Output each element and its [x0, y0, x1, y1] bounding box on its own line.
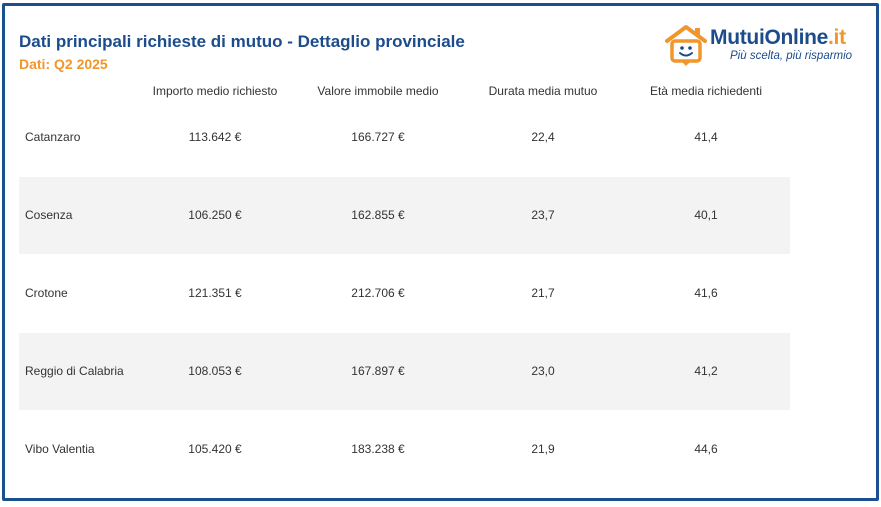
table-row: Vibo Valentia 105.420 € 183.238 € 21,9 4…: [19, 411, 790, 488]
province-name: Cosenza: [25, 208, 73, 222]
column-header-eta: Età media richiedenti: [649, 84, 763, 98]
house-monitor-logo-icon: [665, 25, 707, 66]
valore-value: 183.238 €: [351, 442, 405, 456]
province-name: Vibo Valentia: [25, 442, 95, 456]
brand-tagline: Più scelta, più risparmio: [730, 50, 853, 62]
province-name: Crotone: [25, 286, 68, 300]
durata-value: 23,0: [531, 364, 555, 378]
durata-value: 22,4: [531, 130, 555, 144]
durata-value: 21,9: [531, 442, 555, 456]
table-row: Catanzaro 113.642 € 166.727 € 22,4 41,4: [19, 99, 790, 176]
column-header-valore: Valore immobile medio: [317, 84, 439, 98]
brand-main-text: MutuiOnline: [710, 26, 829, 49]
table-row: Crotone 121.351 € 212.706 € 21,7 41,6: [19, 255, 790, 332]
importo-value: 108.053 €: [188, 364, 242, 378]
importo-value: 113.642 €: [188, 130, 242, 144]
durata-value: 21,7: [531, 286, 555, 300]
table-row: Reggio di Calabria 108.053 € 167.897 € 2…: [19, 333, 790, 410]
valore-value: 212.706 €: [351, 286, 405, 300]
valore-value: 167.897 €: [351, 364, 405, 378]
importo-value: 121.351 €: [188, 286, 242, 300]
eta-value: 40,1: [694, 208, 718, 222]
durata-value: 23,7: [531, 208, 555, 222]
brand-name: MutuiOnline.it: [710, 26, 846, 50]
mutuionline-logo: MutuiOnline.it Più scelta, più risparmio: [664, 23, 859, 73]
eta-value: 41,6: [694, 286, 718, 300]
province-name: Catanzaro: [25, 130, 81, 144]
chart-title: Dati principali richieste di mutuo - Det…: [19, 32, 465, 51]
eta-value: 41,4: [694, 130, 718, 144]
eta-value: 41,2: [694, 364, 718, 378]
column-header-importo: Importo medio richiesto: [152, 84, 278, 98]
chart-subtitle: Dati: Q2 2025: [19, 56, 108, 72]
valore-value: 166.727 €: [351, 130, 405, 144]
importo-value: 105.420 €: [188, 442, 242, 456]
importo-value: 106.250 €: [188, 208, 242, 222]
brand-suffix-text: .it: [828, 26, 846, 49]
table-row: Cosenza 106.250 € 162.855 € 23,7 40,1: [19, 177, 790, 254]
province-name: Reggio di Calabria: [25, 364, 124, 378]
valore-value: 162.855 €: [351, 208, 405, 222]
column-header-durata: Durata media mutuo: [488, 84, 598, 98]
eta-value: 44,6: [694, 442, 718, 456]
